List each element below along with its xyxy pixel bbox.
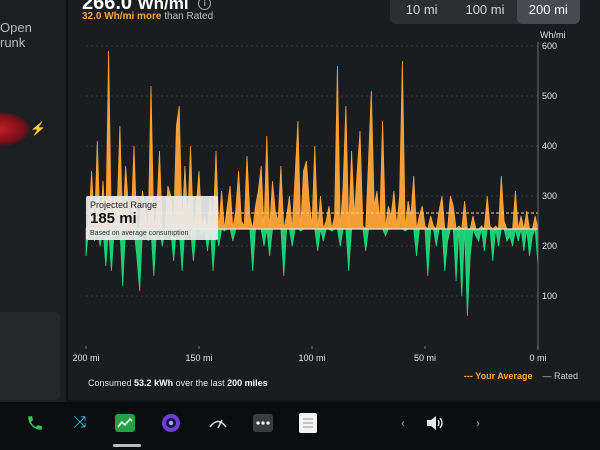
- more-apps-icon[interactable]: [252, 412, 274, 434]
- dock: ⤨ ‹ ›: [0, 402, 600, 450]
- legend-rated: — Rated: [542, 371, 578, 381]
- energy-card: 266.0 Wh/mi i 32.0 Wh/mi more than Rated…: [68, 0, 600, 400]
- car-icon: [0, 112, 30, 146]
- x-tick-labels: 200 mi 150 mi 100 mi 50 mi 0 mi: [72, 346, 547, 363]
- projected-range-card: Projected Range 185 mi Based on average …: [86, 196, 218, 240]
- chart-legend: --- Your Average — Rated: [464, 371, 578, 381]
- x-tick-0: 200 mi: [72, 353, 99, 363]
- summary-distance: 200 miles: [227, 378, 268, 388]
- legend-average: --- Your Average: [463, 371, 533, 381]
- average-unit: Wh/mi: [137, 0, 189, 13]
- left-panel: Open runk ⚡: [0, 0, 66, 402]
- below-rated-area: [85, 227, 539, 317]
- summary-prefix: Consumed: [88, 378, 132, 388]
- x-tick-3: 50 mi: [414, 353, 436, 363]
- info-icon[interactable]: i: [198, 0, 212, 11]
- y-tick-500: 500: [542, 91, 557, 101]
- energy-app-icon[interactable]: [114, 412, 136, 434]
- x-tick-4: 0 mi: [529, 353, 546, 363]
- legend-rated-label: Rated: [553, 371, 578, 381]
- tab-200-mi[interactable]: 200 mi: [516, 0, 580, 24]
- rated-delta-suffix: than Rated: [164, 11, 214, 22]
- y-tick-600: 600: [542, 41, 557, 51]
- projected-range-title: Projected Range: [90, 200, 158, 210]
- y-tick-100: 100: [542, 291, 557, 301]
- wiper-icon[interactable]: [207, 412, 229, 434]
- charging-bolt-icon: ⚡: [30, 121, 47, 136]
- phone-icon[interactable]: [24, 412, 46, 434]
- average-consumption: 266.0 Wh/mi i: [82, 0, 212, 15]
- summary-middle: over the last: [175, 378, 225, 388]
- average-value: 266.0: [82, 0, 133, 14]
- rated-delta: 32.0 Wh/mi more: [82, 11, 162, 22]
- x-tick-1: 150 mi: [185, 353, 212, 363]
- active-app-indicator: [113, 444, 141, 447]
- y-tick-labels: 100 200 300 400 500 600: [542, 41, 557, 301]
- screen: Open runk ⚡ 266.0 Wh/mi i 32.0 Wh/mi mor…: [0, 0, 600, 402]
- volume-up-icon[interactable]: ›: [476, 416, 480, 430]
- legend-average-label: Your Average: [475, 371, 533, 381]
- tab-100-mi[interactable]: 100 mi: [465, 1, 505, 17]
- x-tick-2: 100 mi: [298, 353, 325, 363]
- y-tick-300: 300: [542, 191, 557, 201]
- side-card: [0, 312, 60, 400]
- y-axis-title: Wh/mi: [540, 30, 566, 40]
- y-tick-400: 400: [542, 141, 557, 151]
- trunk-open-label[interactable]: Open runk: [0, 20, 32, 50]
- y-tick-200: 200: [542, 241, 557, 251]
- projected-range-note: Based on average consumption: [90, 230, 189, 237]
- tab-10-mi[interactable]: 10 mi: [405, 1, 438, 17]
- rated-comparison: 32.0 Wh/mi more than Rated: [82, 11, 213, 22]
- shuffle-icon[interactable]: ⤨: [73, 414, 87, 431]
- range-selector: 10 mi 100 mi 200 mi: [390, 0, 580, 24]
- projected-range-value: 185 mi: [90, 210, 137, 227]
- volume-icon[interactable]: [424, 412, 446, 434]
- camera-icon[interactable]: [160, 412, 182, 434]
- notepad-icon[interactable]: [297, 412, 319, 434]
- volume-down-icon[interactable]: ‹: [401, 416, 405, 430]
- consumption-summary: Consumed 53.2 kWh over the last 200 mile…: [88, 378, 268, 388]
- below-rated-series: [85, 227, 539, 317]
- summary-energy: 53.2 kWh: [134, 378, 174, 388]
